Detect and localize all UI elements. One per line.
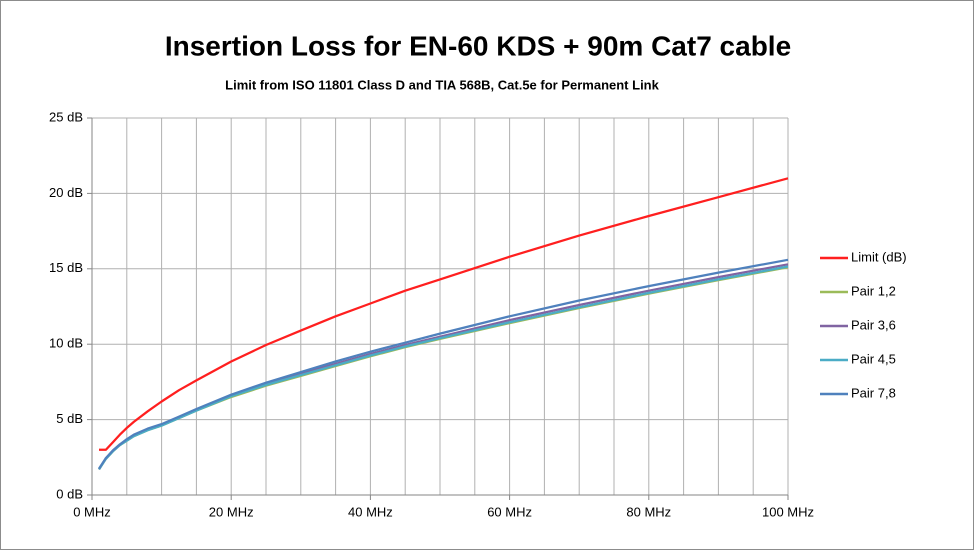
y-tick-label: 5 dB [56,411,83,426]
legend-label: Pair 1,2 [851,283,896,298]
series-line [98,258,789,470]
chart-subtitle: Limit from ISO 11801 Class D and TIA 568… [225,77,659,92]
x-tick-label: 20 MHz [209,504,254,519]
y-tick-label: 15 dB [49,260,83,275]
y-tick-label: 25 dB [49,109,83,124]
x-tick-label: 60 MHz [487,504,532,519]
x-tick-label: 40 MHz [348,504,393,519]
x-tick-label: 80 MHz [626,504,671,519]
series-line [99,177,789,451]
legend-label: Limit (dB) [851,249,907,264]
legend-label: Pair 3,6 [851,317,896,332]
y-tick-label: 10 dB [49,336,83,351]
legend-label: Pair 7,8 [851,385,896,400]
x-tick-label: 100 MHz [762,504,814,519]
x-tick-label: 0 MHz [73,504,111,519]
legend-label: Pair 4,5 [851,351,896,366]
chart-title: Insertion Loss for EN-60 KDS + 90m Cat7 … [165,30,791,61]
y-tick-label: 20 dB [49,185,83,200]
y-tick-label: 0 dB [56,486,83,501]
